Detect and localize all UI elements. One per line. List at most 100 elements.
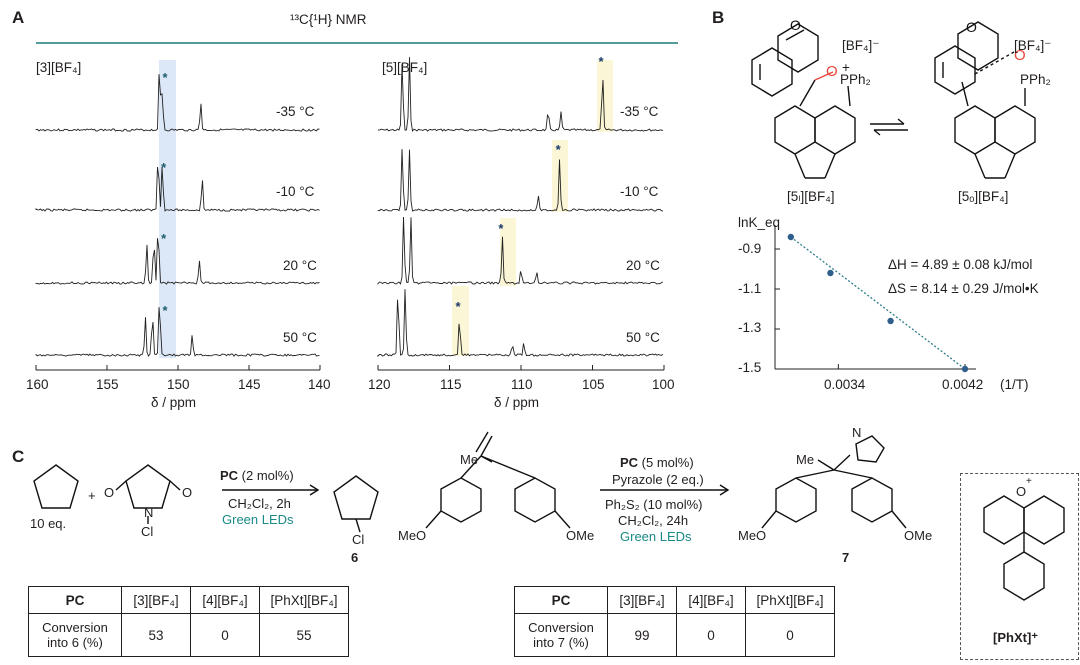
rxn2-ph2s2: Ph₂S₂ (10 mol%) — [605, 497, 703, 512]
left-peak-marker: * — [163, 70, 169, 85]
left-x-label: δ / ppm — [151, 395, 197, 410]
pyrazole-ring — [855, 435, 885, 463]
right-ring-b — [957, 21, 999, 71]
table2-header-4: [4][BF₄] — [676, 586, 746, 614]
right-ring-d — [994, 105, 1036, 155]
table1-header-3: [3][BF₄] — [121, 586, 191, 614]
left-tick-label-155: 155 — [96, 377, 119, 392]
table2-row-label: Conversion into 7 (%) — [514, 613, 608, 657]
temp-left-2: -10 °C — [276, 184, 315, 199]
table1-header-pc: PC — [28, 586, 122, 614]
data-point — [787, 233, 795, 241]
left-spectrum-trace — [35, 74, 320, 132]
right-peak-marker: * — [599, 54, 605, 69]
left-oxygen: O — [826, 63, 838, 80]
right-pph2: PPh₂ — [1020, 72, 1051, 87]
ncs-n: N — [144, 505, 154, 520]
right-compound-5o: [5ₒ][BF₄] — [958, 189, 1009, 204]
right-peak-marker: * — [498, 221, 504, 236]
temp-right-3: 20 °C — [626, 258, 660, 273]
substrate-meo: MeO — [398, 528, 427, 543]
table1-header-phxt: [PhXt][BF₄] — [259, 586, 349, 614]
catalyst-box — [960, 473, 1079, 660]
left-plus: + — [842, 60, 850, 75]
table2-header-3: [3][BF₄] — [607, 586, 677, 614]
table1-value-3: 53 — [121, 613, 191, 657]
data-point — [887, 317, 894, 325]
product-ring-right — [851, 477, 893, 523]
panel-b-label: B — [712, 8, 725, 27]
panel-c-label: C — [12, 447, 25, 466]
x-tick-label-2: 0.0042 — [942, 377, 984, 392]
data-point — [827, 269, 834, 277]
left-spectrum-trace — [35, 307, 320, 358]
right-tick-label-105: 105 — [582, 377, 605, 392]
left-peak-marker: * — [163, 303, 169, 318]
right-spectrum-trace — [377, 149, 664, 212]
temp-right-2: -10 °C — [620, 184, 659, 199]
product-7-me: Me — [796, 452, 815, 467]
rxn1-catalyst: PC (2 mol%) — [220, 468, 294, 483]
right-xanthene-oxygen: O — [966, 19, 977, 35]
left-xanthene-oxygen: O — [790, 17, 801, 33]
left-tick-label-145: 145 — [238, 377, 261, 392]
right-x-label: δ / ppm — [494, 395, 540, 410]
y-tick-label-3: -1.3 — [738, 320, 762, 335]
substrate-ome: OMe — [566, 528, 595, 543]
product-7-n: N — [852, 425, 862, 440]
table2-header-pc: PC — [514, 586, 608, 614]
ncs-ring — [125, 464, 171, 509]
table1-value-4: 0 — [190, 613, 260, 657]
highlight-band-right-4 — [452, 286, 469, 356]
rxn2-pyrazole: Pyrazole (2 eq.) — [612, 472, 704, 487]
product-ring-left — [775, 477, 817, 523]
product-7-ome: OMe — [904, 528, 933, 543]
substrate-ring-left — [440, 477, 482, 523]
temp-left-4: 50 °C — [283, 330, 317, 345]
highlight-band-left — [159, 60, 176, 358]
substrate-me: Me — [460, 452, 479, 467]
right-compound-label: [5][BF₄] — [382, 60, 428, 75]
left-ring-d — [814, 105, 856, 155]
panel-a-label: A — [12, 8, 25, 27]
equiv-label: 10 eq. — [30, 516, 67, 531]
data-point — [961, 365, 969, 373]
table2-value-3: 99 — [607, 613, 677, 657]
table2-value-4: 0 — [676, 613, 746, 657]
nmr-header: ¹³C{¹H} NMR — [290, 12, 367, 27]
left-spectrum-trace — [35, 238, 320, 285]
right-tick-label-120: 120 — [368, 377, 391, 392]
left-compound-5l: [5ₗ][BF₄] — [787, 189, 835, 204]
annotation-dh: ΔH = 4.89 ± 0.08 kJ/mol — [888, 257, 1033, 272]
cyclopentane — [33, 464, 79, 509]
table1-value-phxt: 55 — [259, 613, 349, 657]
left-compound-label: [3][BF₄] — [36, 60, 82, 75]
right-tick-label-100: 100 — [652, 377, 675, 392]
catalyst-label: [PhXt]⁺ — [993, 630, 1039, 645]
plot-xlabel: (1/T) — [1000, 377, 1029, 392]
left-ring-a — [751, 47, 793, 97]
rxn2-light: Green LEDs — [620, 529, 692, 544]
right-spectrum-trace — [377, 57, 664, 133]
annotation-ds: ΔS = 8.14 ± 0.29 J/mol•K — [888, 281, 1039, 296]
left-ring-b — [777, 23, 819, 73]
right-tick-label-115: 115 — [440, 377, 462, 392]
temp-left-3: 20 °C — [283, 258, 317, 273]
left-peak-marker: * — [161, 231, 167, 246]
right-tick-label-110: 110 — [511, 377, 533, 392]
right-ring-a — [934, 45, 976, 95]
product-6-cl: Cl — [352, 532, 365, 547]
rxn2-catalyst: PC (5 mol%) — [620, 455, 694, 470]
left-tick-label-140: 140 — [308, 377, 331, 392]
conversion-table-6: PC [3][BF₄] [4][BF₄] [PhXt][BF₄] Convers… — [28, 586, 349, 657]
ncs-o-left: O — [104, 485, 115, 500]
right-spectrum-trace — [377, 289, 664, 358]
product-7-meo: MeO — [738, 528, 767, 543]
fit-line — [790, 236, 966, 370]
x-tick-label-1: 0.0034 — [824, 377, 866, 392]
table2-value-phxt: 0 — [745, 613, 835, 657]
y-tick-label-1: -0.9 — [738, 241, 762, 256]
product-6-number: 6 — [351, 550, 359, 565]
left-counterion: [BF₄]⁻ — [842, 38, 880, 53]
